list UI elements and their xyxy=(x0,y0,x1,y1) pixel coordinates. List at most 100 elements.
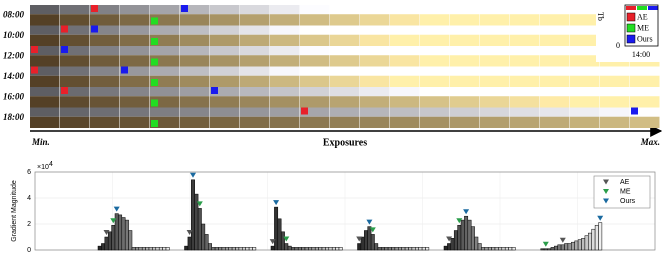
bar xyxy=(239,247,242,250)
thumbnail-sky xyxy=(510,67,540,76)
legend-y-label: Tb xyxy=(596,12,605,21)
thumbnail-ground xyxy=(120,117,150,128)
exposure-marker xyxy=(151,79,158,86)
bar xyxy=(302,247,305,250)
thumbnail-sky xyxy=(630,87,660,96)
thumbnail-sky xyxy=(330,26,360,35)
bar xyxy=(101,244,104,251)
bar xyxy=(139,247,142,250)
thumbnail-ground xyxy=(240,76,270,87)
thumbnail-ground xyxy=(630,117,660,128)
legend-x-label: 14:00 xyxy=(632,50,650,59)
thumbnail-sky xyxy=(420,108,450,117)
legend-entry: ME xyxy=(637,23,649,32)
thumbnail-ground xyxy=(180,55,210,66)
thumbnail-ground xyxy=(330,14,360,25)
thumbnail-ground xyxy=(330,76,360,87)
bar xyxy=(551,247,554,250)
thumbnail-sky xyxy=(420,87,450,96)
thumbnail-sky xyxy=(360,108,390,117)
bar xyxy=(156,247,159,250)
thumbnail-ground xyxy=(480,14,510,25)
thumbnail-ground xyxy=(540,35,570,46)
thumbnail-ground xyxy=(600,76,630,87)
bar xyxy=(298,247,301,250)
exposure-marker xyxy=(121,67,128,74)
thumbnail-ground xyxy=(180,14,210,25)
thumbnail-sky xyxy=(240,87,270,96)
thumbnail-sky xyxy=(300,87,330,96)
bar xyxy=(146,247,149,250)
thumbnail-sky xyxy=(390,5,420,14)
bar xyxy=(191,180,194,250)
bar xyxy=(419,247,422,250)
thumbnail-sky xyxy=(480,108,510,117)
thumbnail-sky xyxy=(240,5,270,14)
thumbnail-ground xyxy=(210,35,240,46)
row-label: 10:00 xyxy=(3,30,24,40)
bar xyxy=(481,247,484,250)
thumbnail-ground xyxy=(420,117,450,128)
thumbnail-ground xyxy=(120,96,150,107)
exposure-marker xyxy=(31,46,38,53)
thumbnail-ground xyxy=(300,55,330,66)
selection-marker xyxy=(543,242,549,247)
thumbnail-ground xyxy=(600,96,630,107)
y-tick-label: 6 xyxy=(27,169,31,176)
exposure-marker xyxy=(61,26,68,33)
thumbnail-sky xyxy=(270,108,300,117)
thumbnail-sky xyxy=(390,46,420,55)
thumbnail-sky xyxy=(390,108,420,117)
bar xyxy=(409,247,412,250)
thumbnail-sky xyxy=(600,87,630,96)
thumbnail-sky xyxy=(180,108,210,117)
thumbnail-ground xyxy=(420,14,450,25)
bar xyxy=(458,225,461,250)
bar xyxy=(308,247,311,250)
thumbnail-sky xyxy=(330,108,360,117)
thumbnail-sky xyxy=(30,108,60,117)
thumbnail-ground xyxy=(540,96,570,107)
thumbnail-ground xyxy=(330,96,360,107)
bar xyxy=(336,247,339,250)
thumbnail-sky xyxy=(540,108,570,117)
bar xyxy=(571,242,574,250)
thumbnail-sky xyxy=(540,87,570,96)
bar xyxy=(305,247,308,250)
bar xyxy=(412,247,415,250)
legend-entry: Ours xyxy=(637,34,653,43)
thumbnail-sky xyxy=(480,67,510,76)
thumbnail-ground xyxy=(60,35,90,46)
bar xyxy=(498,247,501,250)
bar xyxy=(339,247,342,250)
thumbnail-sky xyxy=(510,5,540,14)
thumbnail-sky xyxy=(570,87,600,96)
bar xyxy=(398,247,401,250)
thumbnail-sky xyxy=(150,67,180,76)
thumbnail-sky xyxy=(450,26,480,35)
thumbnail-sky xyxy=(120,26,150,35)
thumbnail-ground xyxy=(60,14,90,25)
bar xyxy=(392,247,395,250)
exposure-marker xyxy=(151,59,158,66)
thumbnail-sky xyxy=(150,87,180,96)
thumbnail-ground xyxy=(60,117,90,128)
thumbnail-ground xyxy=(60,55,90,66)
figure: Min. Exposures Max. 08:0010:0012:0014:00… xyxy=(0,0,671,254)
exposure-marker xyxy=(31,67,38,74)
row-label: 12:00 xyxy=(3,50,24,60)
y-tick-label: 4 xyxy=(27,195,31,202)
thumbnail-ground xyxy=(30,35,60,46)
thumbnail-ground xyxy=(30,55,60,66)
bar xyxy=(544,249,547,250)
thumbnail-ground xyxy=(180,117,210,128)
bar xyxy=(447,244,450,251)
axis-max: Max. xyxy=(640,137,660,147)
thumbnail-sky xyxy=(450,5,480,14)
thumbnail-ground xyxy=(450,55,480,66)
bar xyxy=(285,244,288,251)
bar xyxy=(502,247,505,250)
bar xyxy=(568,244,571,251)
axis-label: Exposures xyxy=(323,137,367,148)
thumbnail-ground xyxy=(240,35,270,46)
